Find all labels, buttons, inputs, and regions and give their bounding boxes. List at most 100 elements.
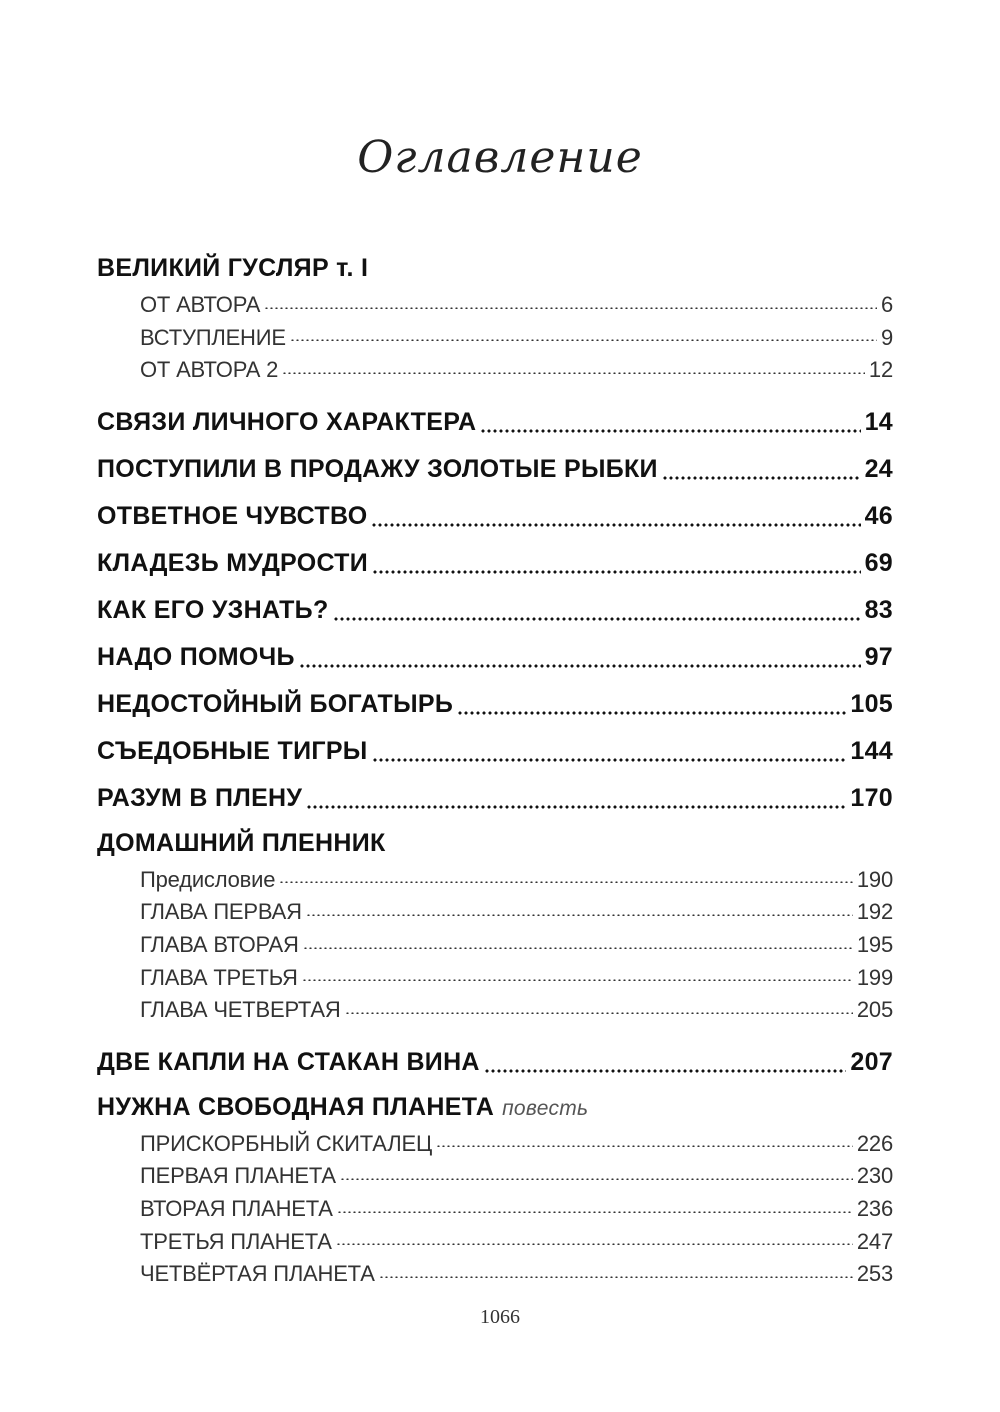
toc-subentry[interactable]: ОТ АВТОРА 2 12 [97,354,893,387]
subentry-page: 9 [880,324,893,350]
entry-page: 170 [850,783,893,812]
entry-page: 207 [850,1047,893,1076]
entry-title: СВЯЗИ ЛИЧНОГО ХАРАКТЕРА [97,407,477,436]
subentry-title: ПЕРВАЯ ПЛАНЕТА [140,1163,336,1189]
entry-title: ОТВЕТНОЕ ЧУВСТВО [97,501,368,530]
entry-title: ВЕЛИКИЙ ГУСЛЯР т. I [97,254,369,282]
dot-leader [339,1177,853,1180]
subentry-page: 195 [856,931,893,957]
entry-title: КАК ЕГО УЗНАТЬ? [97,595,329,624]
subentry-title: ГЛАВА ПЕРВАЯ [140,899,302,925]
entry-page: 46 [864,501,893,530]
toc-subentry[interactable]: ВСТУПЛЕНИЕ 9 [97,322,893,355]
dot-leader [302,946,853,949]
dot-leader [480,428,861,433]
subentry-page: 230 [856,1163,893,1189]
dot-leader [289,339,877,342]
subentry-title: ГЛАВА ЧЕТВЕРТАЯ [140,997,341,1023]
dot-leader [305,913,853,916]
toc-entry[interactable]: ДОМАШНИЙ ПЛЕННИК [97,822,893,864]
toc-subentry[interactable]: ЧЕТВЁРТАЯ ПЛАНЕТА 253 [97,1258,893,1291]
entry-title: СЪЕДОБНЫЕ ТИГРЫ [97,736,368,765]
dot-leader [371,522,861,527]
toc-entry[interactable]: НАДО ПОМОЧЬ 97 [97,634,893,681]
entry-page: 14 [864,407,893,436]
subentry-page: 253 [856,1261,893,1287]
page-number: 1066 [480,1306,520,1328]
subentry-page: 205 [856,997,893,1023]
subentry-page: 247 [856,1228,893,1254]
toc-entry[interactable]: КЛАДЕЗЬ МУДРОСТИ 69 [97,540,893,587]
toc-entry[interactable]: ОТВЕТНОЕ ЧУВСТВО 46 [97,493,893,540]
subentry-title: ПРИСКОРБНЫЙ СКИТАЛЕЦ [140,1130,433,1156]
subentry-title: ГЛАВА ВТОРАЯ [140,931,299,957]
dot-leader [371,757,847,762]
subentry-title: ЧЕТВЁРТАЯ ПЛАНЕТА [140,1261,375,1287]
toc-entry[interactable]: РАЗУМ В ПЛЕНУ 170 [97,775,893,822]
dot-leader [378,1275,853,1278]
toc-entry[interactable]: КАК ЕГО УЗНАТЬ? 83 [97,587,893,634]
toc-subentry[interactable]: ГЛАВА ЧЕТВЕРТАЯ 205 [97,994,893,1027]
dot-leader [483,1068,847,1073]
toc-subentry[interactable]: ГЛАВА ВТОРАЯ 195 [97,929,893,962]
toc-entry[interactable]: СВЯЗИ ЛИЧНОГО ХАРАКТЕРА 14 [97,399,893,446]
subentry-title: ОТ АВТОРА 2 [140,357,279,383]
entry-page: 83 [864,595,893,624]
entry-title: НЕДОСТОЙНЫЙ БОГАТЫРЬ [97,689,454,718]
entry-note: повесть [502,1096,589,1120]
toc-subentry[interactable]: ПРИСКОРБНЫЙ СКИТАЛЕЦ 226 [97,1128,893,1161]
toc-subentry[interactable]: ТРЕТЬЯ ПЛАНЕТА 247 [97,1226,893,1259]
dot-leader [298,663,861,668]
dot-leader [335,1243,853,1246]
dot-leader [661,475,861,480]
subentry-title: ТРЕТЬЯ ПЛАНЕТА [140,1228,332,1254]
toc-entry[interactable]: ВЕЛИКИЙ ГУСЛЯР т. I [97,247,893,289]
subentry-page: 226 [856,1130,893,1156]
subentry-page: 236 [856,1195,893,1221]
toc-subentry[interactable]: Предисловие 190 [97,864,893,897]
dot-leader [264,306,877,309]
entry-title: ДОМАШНИЙ ПЛЕННИК [97,828,386,857]
dot-leader [344,1011,853,1014]
toc-entry[interactable]: НУЖНА СВОБОДНАЯ ПЛАНЕТА повесть [97,1086,893,1128]
subentry-title: Предисловие [140,866,276,892]
toc-subentry[interactable]: ПЕРВАЯ ПЛАНЕТА 230 [97,1160,893,1193]
entry-title: РАЗУМ В ПЛЕНУ [97,783,303,812]
subentry-page: 12 [868,357,893,383]
entry-title: ДВЕ КАПЛИ НА СТАКАН ВИНА [97,1047,480,1076]
page-title: Оглавление [357,132,643,183]
entry-title: ПОСТУПИЛИ В ПРОДАЖУ ЗОЛОТЫЕ РЫБКИ [97,454,658,483]
entry-page: 105 [850,689,893,718]
entry-page: 69 [864,548,893,577]
dot-leader [279,881,853,884]
entry-page: 97 [864,642,893,671]
subentry-title: ОТ АВТОРА [140,292,261,317]
dot-leader [301,979,853,982]
entry-title: НУЖНА СВОБОДНАЯ ПЛАНЕТА [97,1092,495,1121]
dot-leader [436,1145,853,1148]
toc-subentry[interactable]: ВТОРАЯ ПЛАНЕТА 236 [97,1193,893,1226]
toc-subentry[interactable]: ОТ АВТОРА 6 [97,289,893,322]
subentry-page: 190 [856,866,893,892]
toc-subentry[interactable]: ГЛАВА ПЕРВАЯ 192 [97,896,893,929]
entry-title: НАДО ПОМОЧЬ [97,642,295,671]
toc-entry[interactable]: ПОСТУПИЛИ В ПРОДАЖУ ЗОЛОТЫЕ РЫБКИ 24 [97,446,893,493]
dot-leader [457,710,847,715]
dot-leader [372,569,861,574]
entry-page: 144 [850,736,893,765]
subentry-title: ВСТУПЛЕНИЕ [140,324,286,350]
toc-entry[interactable]: НЕДОСТОЙНЫЙ БОГАТЫРЬ 105 [97,681,893,728]
toc-entry[interactable]: СЪЕДОБНЫЕ ТИГРЫ 144 [97,728,893,775]
dot-leader [282,371,865,374]
subentry-page: 199 [856,964,893,990]
toc-entry[interactable]: ДВЕ КАПЛИ НА СТАКАН ВИНА 207 [97,1039,893,1086]
subentry-title: ГЛАВА ТРЕТЬЯ [140,964,298,990]
table-of-contents: ВЕЛИКИЙ ГУСЛЯР т. I ОТ АВТОРА 6 ВСТУПЛЕНИЕ 9… [97,247,893,1303]
subentry-page: 6 [880,292,893,317]
subentry-title: ВТОРАЯ ПЛАНЕТА [140,1195,333,1221]
subentry-page: 192 [856,899,893,925]
entry-page: 24 [864,454,893,483]
entry-title: КЛАДЕЗЬ МУДРОСТИ [97,548,369,577]
toc-subentry[interactable]: ГЛАВА ТРЕТЬЯ 199 [97,962,893,995]
dot-leader [336,1210,853,1213]
